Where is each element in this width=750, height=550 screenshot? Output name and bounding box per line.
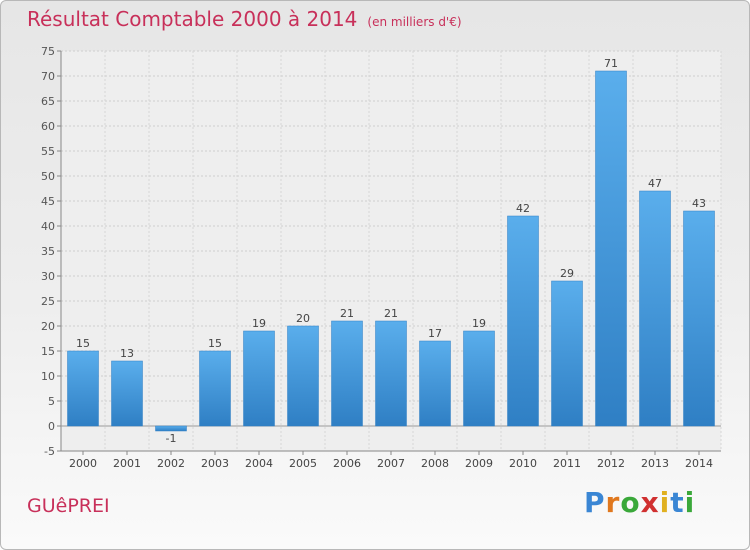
data-label-2001: 13 [120, 347, 134, 360]
proxiti-logo: Proxiti [584, 486, 695, 519]
data-label-2010: 42 [516, 202, 530, 215]
logo-letter: x [640, 486, 660, 519]
x-tick-label-2008: 2008 [421, 457, 449, 470]
bar-2000 [67, 350, 99, 427]
x-tick-label-2002: 2002 [157, 457, 185, 470]
data-label-2009: 19 [472, 317, 486, 330]
x-tick-label-2009: 2009 [465, 457, 493, 470]
bar-2011 [551, 280, 583, 427]
x-tick-label-2012: 2012 [597, 457, 625, 470]
bar-2013 [639, 190, 671, 427]
data-label-2002: -1 [166, 432, 177, 445]
data-label-2012: 71 [604, 57, 618, 70]
bar-2008 [419, 340, 451, 427]
y-tick-label: 25 [41, 295, 55, 308]
x-tick-label-2011: 2011 [553, 457, 581, 470]
data-label-2013: 47 [648, 177, 662, 190]
x-tick-label-2000: 2000 [69, 457, 97, 470]
x-tick-label-2006: 2006 [333, 457, 361, 470]
data-label-2008: 17 [428, 327, 442, 340]
bar-2010 [507, 215, 539, 427]
y-tick-label: 45 [41, 195, 55, 208]
commune-name: GUêPREI [27, 495, 110, 517]
y-tick-label: 15 [41, 345, 55, 358]
chart-subtitle: (en milliers d'€) [367, 15, 462, 29]
bar-2014 [683, 210, 715, 427]
data-label-2006: 21 [340, 307, 354, 320]
y-tick-label: 75 [41, 45, 55, 58]
title-text: Résultat Comptable 2000 à 2014 [27, 7, 358, 31]
y-tick-label: 35 [41, 245, 55, 258]
data-label-2003: 15 [208, 337, 222, 350]
bar-2009 [463, 330, 495, 427]
x-tick-label-2005: 2005 [289, 457, 317, 470]
y-tick-label: 65 [41, 95, 55, 108]
y-tick-label: 40 [41, 220, 55, 233]
y-tick-label: 55 [41, 145, 55, 158]
logo-letter: o [620, 486, 641, 519]
data-label-2007: 21 [384, 307, 398, 320]
y-tick-label: -5 [44, 445, 55, 458]
bar-2003 [199, 350, 231, 427]
logo-letter: i [684, 486, 696, 519]
bar-2001 [111, 360, 143, 427]
data-label-2004: 19 [252, 317, 266, 330]
y-tick-label: 50 [41, 170, 55, 183]
bar-2012 [595, 70, 627, 427]
y-tick-label: 30 [41, 270, 55, 283]
data-label-2000: 15 [76, 337, 90, 350]
x-tick-label-2014: 2014 [685, 457, 713, 470]
bar-2007 [375, 320, 407, 427]
y-tick-label: 70 [41, 70, 55, 83]
y-tick-label: 5 [48, 395, 55, 408]
x-tick-label-2013: 2013 [641, 457, 669, 470]
y-tick-label: 10 [41, 370, 55, 383]
x-tick-label-2007: 2007 [377, 457, 405, 470]
y-tick-label: 20 [41, 320, 55, 333]
x-tick-label-2010: 2010 [509, 457, 537, 470]
logo-letter: i [659, 486, 671, 519]
logo-letter: t [670, 486, 685, 519]
x-tick-label-2003: 2003 [201, 457, 229, 470]
data-label-2011: 29 [560, 267, 574, 280]
x-tick-label-2001: 2001 [113, 457, 141, 470]
chart-title: Résultat Comptable 2000 à 2014 (en millie… [27, 7, 462, 31]
bar-2005 [287, 325, 319, 427]
bar-2006 [331, 320, 363, 427]
bar-2004 [243, 330, 275, 427]
data-label-2005: 20 [296, 312, 310, 325]
logo-letter: r [605, 486, 621, 519]
y-tick-label: 60 [41, 120, 55, 133]
y-tick-label: 0 [48, 420, 55, 433]
data-label-2014: 43 [692, 197, 706, 210]
bar-2002 [155, 425, 187, 432]
logo-letter: P [584, 486, 606, 519]
x-tick-label-2004: 2004 [245, 457, 273, 470]
